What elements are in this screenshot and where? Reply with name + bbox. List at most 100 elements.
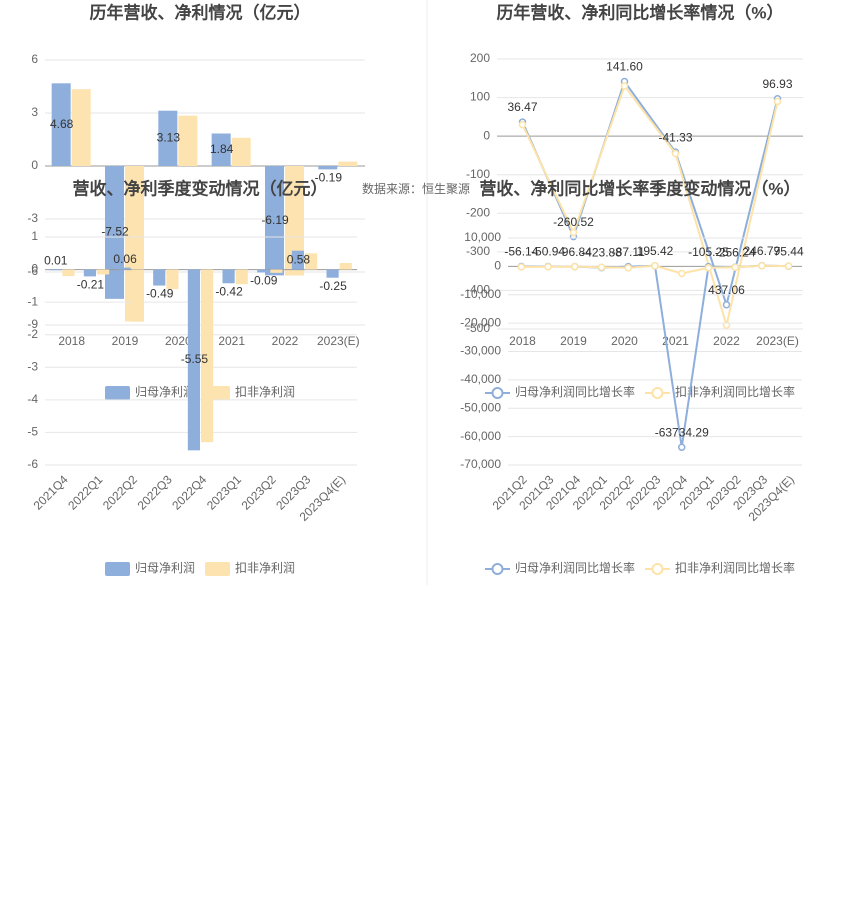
data-label: -6.19 <box>261 213 289 227</box>
legend-label: 归母净利润同比增长率 <box>515 384 635 399</box>
bar <box>187 269 200 451</box>
chart-title: 历年营收、净利情况（亿元） <box>90 2 311 22</box>
bar <box>201 269 214 443</box>
legend-swatch <box>491 563 504 575</box>
bar <box>270 269 283 273</box>
bar <box>166 269 179 290</box>
y-tick-label: -50,000 <box>460 400 501 414</box>
x-tick-label: 2020 <box>165 334 192 348</box>
bar <box>257 269 270 273</box>
bar <box>235 269 248 285</box>
data-label: 0.58 <box>287 252 311 266</box>
point <box>731 263 739 271</box>
bar <box>285 166 304 276</box>
y-tick-label: -3 <box>27 359 38 373</box>
legend-swatch <box>105 562 130 576</box>
y-tick-label: -2 <box>27 327 38 341</box>
legend-label: 扣非净利润同比增长率 <box>675 560 795 575</box>
bar <box>71 89 91 166</box>
x-tick-label: 2023(E) <box>317 334 360 348</box>
y-tick-label: -60,000 <box>460 429 501 443</box>
y-tick-label: 3 <box>31 105 38 119</box>
y-tick-label: -30,000 <box>460 344 501 358</box>
point <box>677 443 686 451</box>
y-tick-label: -3 <box>27 211 38 225</box>
data-label: -50.94 <box>531 245 565 259</box>
data-label: -56.14 <box>504 245 538 259</box>
data-label: -0.19 <box>315 171 343 185</box>
data-label: 437.06 <box>708 283 745 297</box>
x-tick-label: 2019 <box>560 334 587 348</box>
legend-swatch <box>651 563 664 575</box>
chart-title: 营收、净利季度变动情况（亿元） <box>73 178 328 198</box>
x-tick-label: 2022Q3 <box>135 472 175 512</box>
point <box>651 262 659 270</box>
bar <box>291 250 304 270</box>
data-label: -423.88 <box>581 246 622 260</box>
bar <box>118 267 131 270</box>
data-label: 195.42 <box>637 244 674 258</box>
legend-label: 归母净利润 <box>135 561 195 575</box>
data-label: -105.25 <box>688 245 729 259</box>
data-label: 0.06 <box>113 252 137 266</box>
bar <box>51 83 71 166</box>
point <box>722 300 731 309</box>
bar <box>49 269 62 271</box>
y-tick-label: 10,000 <box>464 230 501 244</box>
point <box>677 269 686 278</box>
line <box>521 264 789 448</box>
bar <box>318 166 338 170</box>
point <box>758 262 766 270</box>
y-tick-label: -100 <box>466 167 490 181</box>
y-tick-label: -10,000 <box>460 287 501 301</box>
x-tick-label: 2019 <box>112 334 139 348</box>
bar <box>105 166 124 299</box>
x-tick-label: 2022Q1 <box>65 472 105 512</box>
point <box>597 263 606 271</box>
chart-title: 历年营收、净利同比增长率情况（%） <box>496 2 783 22</box>
y-tick-label: -300 <box>466 244 490 258</box>
bar <box>97 269 110 275</box>
data-label: -260.52 <box>553 215 594 229</box>
x-tick-label: 2021Q4 <box>31 472 71 512</box>
y-tick-label: -70,000 <box>460 457 501 471</box>
bar <box>62 269 75 277</box>
data-label: 0.01 <box>44 253 68 267</box>
y-tick-label: -400 <box>466 283 490 297</box>
data-label: -96.84 <box>558 245 592 259</box>
y-tick-label: -40,000 <box>460 372 501 386</box>
data-label: -63734.29 <box>655 425 709 439</box>
bar <box>265 166 284 276</box>
bar <box>211 133 231 166</box>
data-label: -41.33 <box>658 130 692 144</box>
point <box>620 82 629 90</box>
data-label: 4.68 <box>50 117 74 131</box>
data-label: 96.93 <box>762 77 792 91</box>
data-label: -0.09 <box>250 274 278 288</box>
point <box>722 321 731 329</box>
data-label: 36.47 <box>507 100 537 114</box>
y-tick-label: -500 <box>466 321 490 335</box>
y-tick-label: 100 <box>470 90 490 104</box>
bar <box>131 269 144 322</box>
legend-swatch <box>105 386 130 400</box>
x-tick-label: 2022Q2 <box>100 472 140 512</box>
chart-title: 营收、净利同比增长率季度变动情况（%） <box>479 178 800 198</box>
data-label: -87.11 <box>612 245 645 259</box>
x-tick-label: 2023Q1 <box>204 472 244 512</box>
legend-label: 扣非净利润 <box>235 561 295 575</box>
x-tick-label: 2023(E) <box>756 334 799 348</box>
x-tick-label: 2023Q2 <box>239 472 279 512</box>
bar <box>153 269 166 286</box>
point <box>773 97 782 106</box>
x-tick-label: 2022 <box>272 334 299 348</box>
x-tick-label: 2022 <box>713 334 740 348</box>
data-label: -0.49 <box>146 287 174 301</box>
point <box>517 263 526 271</box>
legend-swatch <box>651 387 664 399</box>
y-tick-label: -200 <box>466 205 490 219</box>
point <box>544 263 552 271</box>
data-label: -0.25 <box>319 279 347 293</box>
y-tick-label: 6 <box>31 52 38 66</box>
bar <box>231 137 251 166</box>
